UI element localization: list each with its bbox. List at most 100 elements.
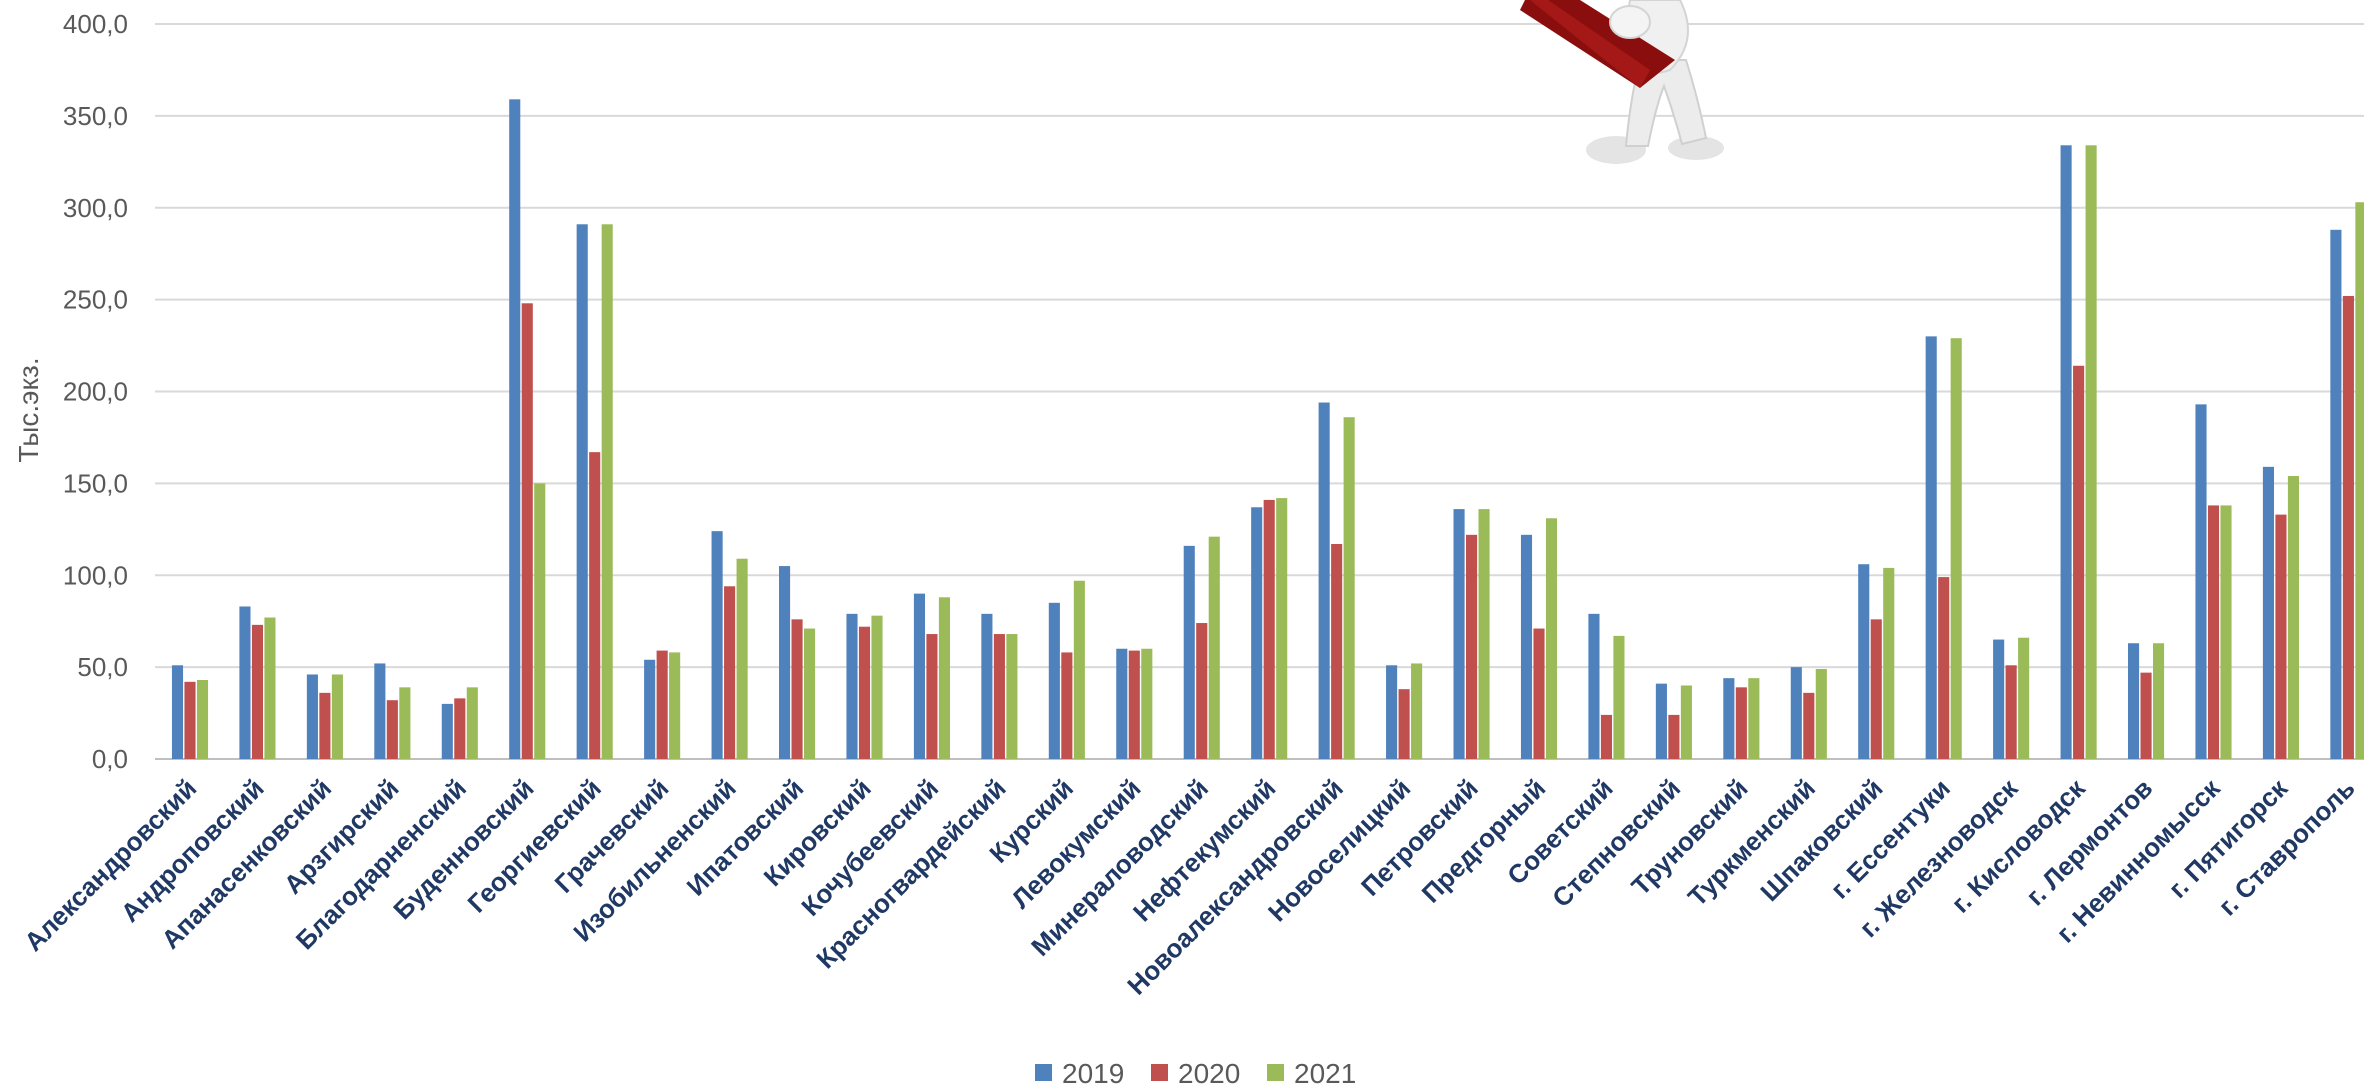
bar-2021 <box>804 628 816 759</box>
bar-2021 <box>196 679 209 759</box>
y-axis-title: Тыс.экз. <box>13 357 44 462</box>
y-tick-label: 300,0 <box>63 193 128 223</box>
bar-2019 <box>374 663 386 759</box>
y-tick-label: 0,0 <box>92 744 128 774</box>
bar-2020 <box>1668 714 1680 759</box>
bar-2020 <box>858 626 871 759</box>
bar-2020 <box>386 700 398 759</box>
bar-2019 <box>1993 639 2005 759</box>
bar-2019 <box>2330 229 2342 760</box>
legend: 2019 2020 2021 <box>1035 1058 1356 1085</box>
bar-2021 <box>1613 635 1625 759</box>
bar-2021 <box>669 652 681 759</box>
bar-2021 <box>264 617 276 759</box>
bar-2019 <box>981 613 993 759</box>
y-tick-label: 100,0 <box>63 560 128 590</box>
bar-2021 <box>2355 202 2364 760</box>
bar-2019 <box>239 606 251 759</box>
bar-2020 <box>184 681 196 759</box>
bar-2019 <box>1588 613 1600 759</box>
bar-2019 <box>171 665 184 759</box>
bar-2021 <box>938 597 950 759</box>
y-tick-label: 200,0 <box>63 377 128 407</box>
bar-2021 <box>331 674 343 759</box>
bar-2021 <box>1545 518 1558 759</box>
bar-2020 <box>1803 692 1815 759</box>
bar-2019 <box>644 659 656 759</box>
bar-2019 <box>1520 534 1533 759</box>
bar-2019 <box>1858 564 1870 759</box>
bar-2020 <box>1735 687 1747 759</box>
bar-2021 <box>1208 536 1220 759</box>
bar-2020 <box>319 692 331 759</box>
bar-2021 <box>1478 509 1490 759</box>
legend-label: 2019 <box>1062 1058 1124 1085</box>
bars <box>171 99 2364 760</box>
bar-2021 <box>601 224 613 760</box>
bar-2020 <box>2207 505 2220 759</box>
bar-2021 <box>871 615 883 759</box>
bar-2019 <box>1723 678 1735 759</box>
bar-2019 <box>1183 545 1195 759</box>
bar-2020 <box>1128 650 1140 759</box>
bar-2021 <box>2287 476 2299 759</box>
bar-2019 <box>1318 402 1330 759</box>
bar-2019 <box>1655 683 1667 759</box>
bar-2019 <box>1386 665 1398 759</box>
bar-2020 <box>993 634 1005 759</box>
bar-2019 <box>1048 602 1060 759</box>
bar-2021 <box>1276 498 1288 759</box>
bar-2020 <box>1263 499 1275 759</box>
bar-2020 <box>521 303 533 759</box>
bar-2021 <box>399 687 411 759</box>
bar-2020 <box>926 634 938 759</box>
bar-2019 <box>306 674 318 759</box>
bar-2019 <box>2128 643 2140 759</box>
bar-2020 <box>1398 689 1410 759</box>
bar-2020 <box>2342 295 2354 759</box>
legend-swatch <box>1151 1064 1168 1081</box>
bar-2020 <box>1600 714 1612 759</box>
bar-2020 <box>1938 577 1950 759</box>
bar-2021 <box>2220 505 2232 759</box>
bar-2019 <box>1453 509 1465 759</box>
bar-2021 <box>2085 145 2097 759</box>
legend-label: 2021 <box>1294 1058 1356 1085</box>
bar-2019 <box>576 224 588 760</box>
bar-2020 <box>656 650 668 759</box>
bar-2019 <box>711 531 723 759</box>
bar-2020 <box>454 698 466 759</box>
bar-2021 <box>1006 634 1018 759</box>
bar-2019 <box>779 566 791 759</box>
bar-2020 <box>2275 514 2287 759</box>
bar-2020 <box>2005 665 2017 759</box>
y-axis-ticks: 0,0 50,0 100,0 150,0 200,0 250,0 300,0 350,0 400… <box>63 9 128 774</box>
y-tick-label: 350,0 <box>63 101 128 131</box>
bar-2019 <box>1116 648 1128 759</box>
bar-2019 <box>509 99 521 759</box>
bar-2021 <box>1141 648 1153 759</box>
bar-2020 <box>1061 652 1073 759</box>
bar-2019 <box>2195 404 2207 759</box>
bar-2021 <box>534 483 546 759</box>
bar-2019 <box>846 613 858 759</box>
bar-2021 <box>1343 417 1355 759</box>
bar-2020 <box>2140 672 2152 759</box>
bar-2021 <box>466 687 478 759</box>
bar-2020 <box>251 624 263 759</box>
y-tick-label: 250,0 <box>63 285 128 315</box>
figure-with-book-icon <box>1520 0 1724 164</box>
bar-2020 <box>1196 623 1208 759</box>
bar-2020 <box>589 452 601 759</box>
bar-2020 <box>1533 628 1545 759</box>
x-axis-labels: АлександровскийАндроповскийАпанасенковск… <box>18 772 2360 1000</box>
bar-2019 <box>1251 507 1263 759</box>
bar-2021 <box>1073 580 1085 759</box>
bar-2020 <box>791 619 803 759</box>
bar-2020 <box>2073 365 2085 759</box>
bar-2019 <box>913 593 925 759</box>
y-tick-label: 400,0 <box>63 9 128 39</box>
bar-2019 <box>1925 336 1937 759</box>
legend-label: 2020 <box>1178 1058 1240 1085</box>
